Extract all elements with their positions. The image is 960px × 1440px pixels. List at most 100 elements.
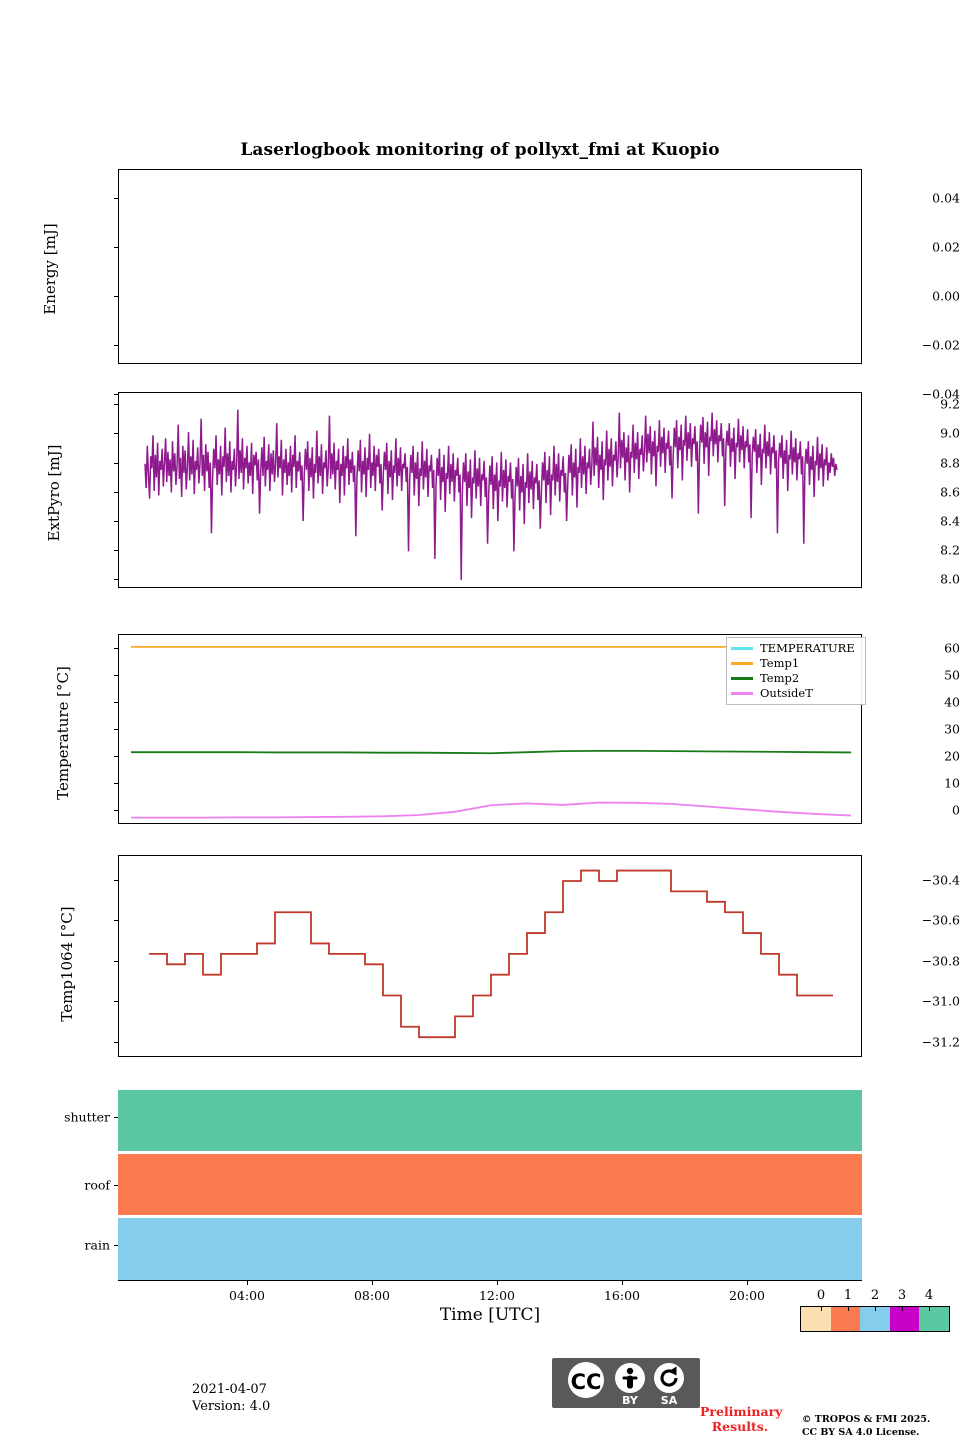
preliminary-line-2: Results. [711, 1419, 769, 1434]
colorbar-tick [821, 1306, 822, 1311]
row-label-rain: rain [84, 1237, 110, 1253]
copyright-line-1: © TROPOS & FMI 2025. [802, 1414, 931, 1425]
status-axis-line [118, 1280, 862, 1282]
status-colorbar[interactable] [800, 1306, 950, 1332]
ytick-mark [114, 247, 118, 249]
ytick-mark [114, 1185, 118, 1187]
cc-by-sa-badge-icon: CC BY SA [552, 1358, 700, 1408]
legend-swatch-temperature [731, 647, 753, 650]
chart-panel-status [118, 1090, 862, 1280]
xtick-label-0400: 04:00 [228, 1288, 266, 1303]
xtick-label-1200: 12:00 [478, 1288, 516, 1303]
xtick-mark [622, 1281, 624, 1285]
legend-label-outsidet: OutsideT [760, 686, 813, 700]
legend-label-temp1: Temp1 [760, 656, 800, 670]
ytick-mark [114, 1117, 118, 1119]
ytick-temperature-4: 40 [944, 694, 960, 710]
ytick-energy-3: −0.02 [921, 337, 960, 353]
ytick-temperature-0: 0 [952, 802, 960, 818]
ytick-temperature-6: 60 [944, 640, 960, 656]
chart-panel-energy [118, 169, 862, 364]
colorbar-segment-1 [830, 1307, 861, 1331]
ytick-mark [114, 296, 118, 298]
ytick-mark [114, 463, 118, 465]
ytick-mark [114, 961, 118, 963]
axis-label-extpyro: ExtPyro [mJ] [45, 444, 63, 542]
cc-badge-by-label: BY [622, 1394, 639, 1407]
ytick-mark [114, 880, 118, 882]
ytick-mark [114, 1245, 118, 1247]
xtick-mark [247, 1281, 249, 1285]
ytick-temp1064-4: −31.2 [921, 1034, 960, 1050]
copyright-notice: © TROPOS & FMI 2025. CC BY SA 4.0 Licens… [802, 1413, 930, 1439]
ytick-energy-1: 0.02 [932, 239, 960, 255]
ytick-mark [114, 550, 118, 552]
colorbar-segment-0 [801, 1307, 831, 1331]
copyright-line-2: CC BY SA 4.0 License. [802, 1427, 920, 1438]
page-title: Laserlogbook monitoring of pollyxt_fmi a… [240, 140, 720, 160]
status-row-rain [118, 1218, 862, 1280]
colorbar-label-0: 0 [816, 1288, 826, 1303]
legend-item-temperature: TEMPERATURE [731, 641, 859, 656]
chart-panel-extpyro [118, 392, 862, 588]
ytick-temperature-2: 20 [944, 748, 960, 764]
colorbar-tick [929, 1306, 930, 1311]
axis-label-temperature: Temperature [°C] [54, 666, 72, 800]
axis-label-energy: Energy [mJ] [41, 223, 59, 315]
ytick-extpyro-0: 8.0 [940, 571, 960, 587]
xtick-mark [497, 1281, 499, 1285]
ytick-mark [114, 579, 118, 581]
ytick-energy-0: 0.04 [932, 190, 960, 206]
ytick-mark [114, 394, 118, 396]
svg-text:CC: CC [571, 1370, 602, 1394]
legend-item-temp1: Temp1 [731, 656, 859, 671]
colorbar-tick [902, 1306, 903, 1311]
colorbar-segment-2 [860, 1307, 890, 1331]
colorbar-label-3: 3 [897, 1288, 907, 1303]
ytick-mark [114, 675, 118, 677]
cc-badge-svg: CC BY SA [568, 1362, 684, 1407]
ytick-mark [114, 783, 118, 785]
ytick-mark [114, 1042, 118, 1044]
legend-swatch-outsidet [731, 692, 753, 695]
ytick-mark [114, 345, 118, 347]
ytick-mark [114, 702, 118, 704]
chart-panel-temp1064 [118, 855, 862, 1057]
ytick-temperature-5: 50 [944, 667, 960, 683]
legend-swatch-temp1 [731, 662, 753, 665]
ytick-mark [114, 198, 118, 200]
ytick-extpyro-1: 8.2 [940, 542, 960, 558]
row-label-roof: roof [84, 1177, 110, 1193]
colorbar-segment-3 [889, 1307, 920, 1331]
ytick-energy-2: 0.00 [932, 288, 960, 304]
ytick-temperature-3: 30 [944, 721, 960, 737]
legend-label-temp2: Temp2 [760, 671, 800, 685]
ytick-extpyro-3: 8.6 [940, 484, 960, 500]
ytick-extpyro-4: 8.8 [940, 455, 960, 471]
ytick-mark [114, 1001, 118, 1003]
ytick-mark [114, 920, 118, 922]
legend-swatch-temp2 [731, 677, 753, 680]
axis-label-time: Time [UTC] [439, 1305, 541, 1325]
legend-item-outsidet: OutsideT [731, 686, 859, 701]
preliminary-line-1: Preliminary [700, 1404, 783, 1419]
legend-label-temperature: TEMPERATURE [760, 641, 855, 655]
ytick-mark [114, 521, 118, 523]
ytick-extpyro-6: 9.2 [940, 396, 960, 412]
colorbar-label-1: 1 [843, 1288, 853, 1303]
ytick-mark [114, 648, 118, 650]
footer-date-text: 2021-04-07 [192, 1382, 267, 1397]
ytick-extpyro-5: 9.0 [940, 425, 960, 441]
ytick-temp1064-1: −30.6 [921, 912, 960, 928]
legend-item-temp2: Temp2 [731, 671, 859, 686]
cc-badge-sa-label: SA [661, 1394, 678, 1407]
status-row-shutter [118, 1090, 862, 1151]
colorbar-tick [875, 1306, 876, 1311]
ytick-mark [114, 433, 118, 435]
ytick-temp1064-3: −31.0 [921, 993, 960, 1009]
xtick-label-0800: 08:00 [353, 1288, 391, 1303]
preliminary-results-watermark: Preliminary Results. [700, 1404, 783, 1434]
ytick-mark [114, 492, 118, 494]
ytick-mark [114, 404, 118, 406]
